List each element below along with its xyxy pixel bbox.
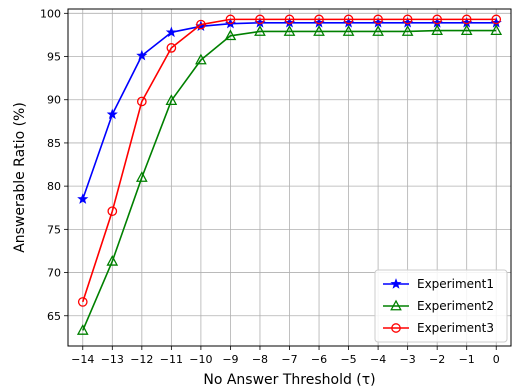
data-point bbox=[284, 14, 295, 25]
x-tick-label: 0 bbox=[493, 353, 500, 366]
data-point bbox=[77, 193, 89, 204]
data-point bbox=[372, 25, 384, 36]
x-tick-label: −7 bbox=[281, 353, 297, 366]
data-point bbox=[224, 29, 237, 41]
data-point bbox=[106, 254, 119, 266]
data-point bbox=[373, 14, 383, 25]
x-tick-label: −14 bbox=[71, 353, 94, 366]
y-tick-label: 100 bbox=[40, 7, 61, 20]
x-tick-label: −8 bbox=[252, 353, 268, 366]
x-tick-label: −9 bbox=[222, 353, 238, 366]
data-point bbox=[283, 25, 296, 36]
legend-label: Experiment1 bbox=[417, 277, 494, 291]
data-point bbox=[402, 14, 413, 25]
axes: −14 −13 −12 −11 −10 −9 −8 −7 −6 −5 −4 −3 −2 −1 0657075… bbox=[40, 7, 500, 366]
series-experiment2 bbox=[76, 24, 503, 335]
y-axis-label: Answerable Ratio (%) bbox=[12, 102, 28, 253]
data-point bbox=[313, 25, 325, 36]
y-tick-label: 85 bbox=[47, 137, 61, 150]
x-tick-label: −4 bbox=[370, 353, 386, 366]
legend-entry: Experiment1 bbox=[383, 277, 494, 291]
y-tick-label: 90 bbox=[47, 94, 61, 107]
legend-label: Experiment3 bbox=[417, 321, 494, 335]
legend-marker bbox=[391, 323, 401, 333]
legend-entry: Experiment3 bbox=[383, 321, 494, 335]
data-point bbox=[460, 24, 473, 36]
legend: Experiment1 Experiment2 Experiment3 bbox=[374, 269, 508, 343]
data-point bbox=[342, 25, 355, 36]
data-point bbox=[135, 171, 148, 182]
y-tick-label: 80 bbox=[47, 180, 61, 193]
data-point bbox=[76, 324, 89, 335]
legend-marker bbox=[390, 299, 402, 311]
data-point bbox=[195, 53, 207, 65]
y-tick-label: 95 bbox=[47, 51, 61, 64]
series-experiment3 bbox=[77, 14, 502, 307]
data-point bbox=[431, 24, 444, 36]
y-tick-label: 70 bbox=[47, 267, 61, 280]
x-tick-label: −2 bbox=[429, 353, 445, 366]
data-point bbox=[106, 108, 118, 120]
y-tick-label: 65 bbox=[47, 310, 61, 323]
legend-label: Experiment2 bbox=[417, 299, 494, 313]
data-point bbox=[196, 19, 206, 30]
data-point bbox=[166, 43, 177, 53]
data-point bbox=[343, 14, 354, 25]
data-point bbox=[225, 14, 236, 25]
x-tick-label: −13 bbox=[101, 353, 124, 366]
series-line bbox=[82, 18, 497, 303]
data-point bbox=[165, 94, 178, 105]
data-point bbox=[77, 297, 88, 307]
x-axis-label: No Answer Threshold (τ) bbox=[203, 372, 375, 388]
data-point bbox=[432, 14, 443, 25]
legend-entry: Experiment2 bbox=[383, 299, 494, 313]
data-point bbox=[254, 25, 266, 36]
data-point bbox=[461, 14, 472, 25]
data-point bbox=[136, 96, 147, 107]
y-tick-label: 75 bbox=[47, 223, 61, 236]
legend-box bbox=[374, 269, 508, 343]
x-tick-label: −10 bbox=[189, 353, 212, 366]
series-line bbox=[82, 29, 497, 331]
data-point bbox=[491, 14, 502, 25]
x-tick-label: −1 bbox=[459, 353, 475, 366]
x-tick-label: −5 bbox=[340, 353, 356, 366]
data-point bbox=[255, 14, 265, 25]
series-group bbox=[76, 14, 503, 335]
data-point bbox=[165, 26, 177, 38]
data-point bbox=[314, 14, 324, 25]
data-point bbox=[107, 206, 118, 217]
x-tick-label: −3 bbox=[400, 353, 416, 366]
data-point bbox=[136, 49, 148, 61]
legend-marker bbox=[390, 278, 402, 289]
data-point bbox=[490, 24, 503, 36]
data-point bbox=[401, 25, 414, 36]
x-tick-label: −6 bbox=[311, 353, 327, 366]
x-tick-label: −11 bbox=[160, 353, 183, 366]
x-tick-label: −12 bbox=[130, 353, 153, 366]
